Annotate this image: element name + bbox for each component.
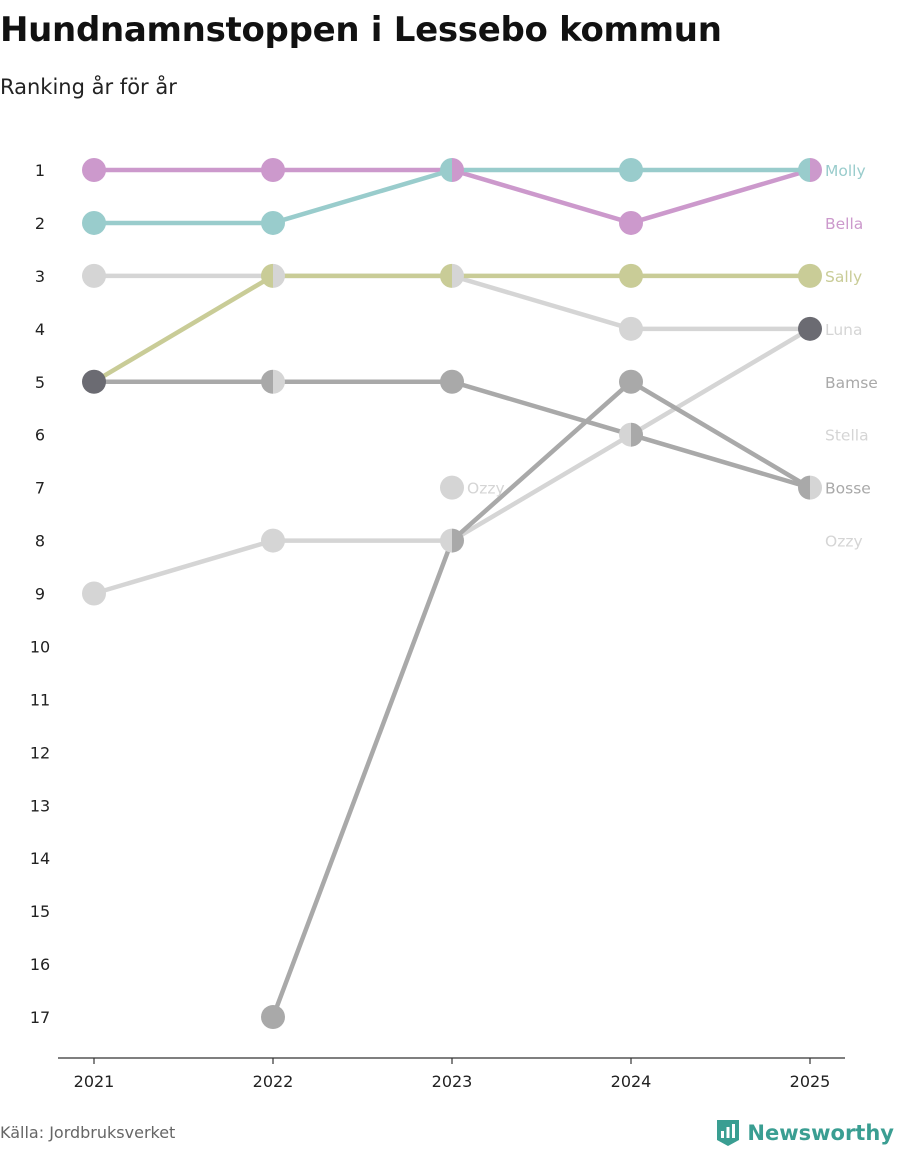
point-luna-left xyxy=(261,263,273,288)
newsworthy-logo-icon xyxy=(717,1120,740,1146)
y-tick-label: 5 xyxy=(35,373,45,392)
y-tick-label: 13 xyxy=(30,796,50,815)
x-axis: 2021 2022 2023 2024 2025 xyxy=(58,1057,845,1091)
end-label-ozzy: Ozzy xyxy=(825,533,863,551)
end-label-stella: Stella xyxy=(825,427,869,445)
point-bamse-right xyxy=(810,475,822,500)
point-sally xyxy=(619,263,643,288)
point-stella xyxy=(261,528,285,553)
point-bosse xyxy=(82,369,106,394)
point-bella xyxy=(261,158,285,182)
chart-subtitle: Ranking år för år xyxy=(0,75,177,99)
y-tick-label: 10 xyxy=(30,637,50,656)
point-bella-right xyxy=(810,158,822,182)
brand-name: Newsworthy xyxy=(747,1121,894,1145)
y-tick-label: 4 xyxy=(35,320,45,339)
y-tick-label: 9 xyxy=(35,585,45,604)
y-tick-label: 7 xyxy=(35,479,45,498)
end-label-sally: Sally xyxy=(825,268,862,286)
point-molly xyxy=(261,210,285,235)
point-bella-right xyxy=(452,158,464,182)
x-tick-label: 2024 xyxy=(611,1072,652,1091)
y-tick-label: 12 xyxy=(30,743,50,762)
y-tick-label: 17 xyxy=(30,1008,50,1027)
series-labels: Molly Bella Sally Luna Bamse Stella Bosse Ozzy O… xyxy=(467,162,878,551)
y-tick-label: 3 xyxy=(35,267,45,286)
series-lines xyxy=(91,167,813,1020)
end-label-luna: Luna xyxy=(825,321,863,339)
point-ozzy xyxy=(440,475,464,500)
point-bosse-left xyxy=(261,369,273,394)
end-label-bamse: Bamse xyxy=(825,374,878,392)
end-label-molly: Molly xyxy=(825,162,866,180)
point-bella xyxy=(82,158,106,182)
point-bamse-left xyxy=(798,475,810,500)
point-stella-right xyxy=(631,422,643,447)
series-points xyxy=(82,158,822,1030)
point-stella-left xyxy=(619,422,631,447)
point-bosse-right xyxy=(273,369,285,394)
point-stella-left xyxy=(440,528,452,553)
source-note: Källa: Jordbruksverket xyxy=(0,1123,176,1142)
series-line-bosse xyxy=(91,379,813,490)
point-bamse xyxy=(619,369,643,394)
point-bamse xyxy=(261,1005,285,1030)
inline-label-ozzy: Ozzy xyxy=(467,480,505,498)
x-tick-label: 2021 xyxy=(74,1072,115,1091)
point-molly xyxy=(82,210,106,235)
point-luna xyxy=(82,263,106,288)
x-tick-label: 2025 xyxy=(790,1072,831,1091)
point-luna-right xyxy=(452,263,464,288)
point-luna-left xyxy=(440,263,452,288)
chart-title: Hundnamnstoppen i Lessebo kommun xyxy=(0,10,722,50)
y-tick-label: 1 xyxy=(35,161,45,180)
brand-logo: Newsworthy xyxy=(715,1118,894,1148)
series-line-stella xyxy=(91,326,813,596)
point-bosse xyxy=(440,369,464,394)
x-tick-label: 2023 xyxy=(432,1072,473,1091)
end-label-bosse: Bosse xyxy=(825,480,871,498)
x-tick-label: 2022 xyxy=(253,1072,294,1091)
point-luna-right xyxy=(273,263,285,288)
y-tick-label: 11 xyxy=(30,690,50,709)
y-tick-label: 14 xyxy=(30,849,50,868)
point-bella-left xyxy=(440,158,452,182)
point-bella xyxy=(619,210,643,235)
point-molly xyxy=(619,158,643,182)
point-stella-right xyxy=(452,528,464,553)
point-bella-left xyxy=(798,158,810,182)
point-stella xyxy=(798,316,822,341)
y-tick-label: 2 xyxy=(35,214,45,233)
end-label-bella: Bella xyxy=(825,215,863,233)
point-luna xyxy=(619,316,643,341)
y-tick-label: 6 xyxy=(35,426,45,445)
y-tick-label: 16 xyxy=(30,955,50,974)
y-tick-label: 15 xyxy=(30,902,50,921)
series-line-bamse xyxy=(270,379,813,1020)
y-tick-label: 8 xyxy=(35,532,45,551)
point-stella xyxy=(82,581,106,606)
point-sally xyxy=(798,263,822,288)
